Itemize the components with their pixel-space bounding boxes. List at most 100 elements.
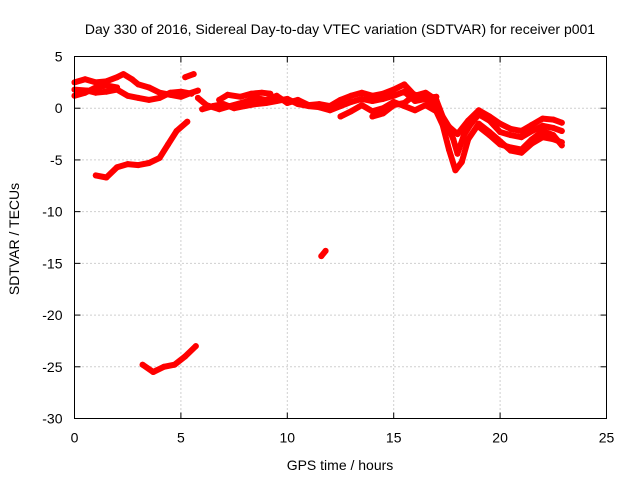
data-point xyxy=(129,76,135,83)
data-point xyxy=(124,161,131,168)
data-point xyxy=(135,162,142,169)
data-point xyxy=(467,121,474,128)
data-point xyxy=(160,363,167,370)
data-point xyxy=(156,154,163,161)
data-point xyxy=(216,96,223,103)
data-point xyxy=(497,141,504,148)
data-point xyxy=(422,89,429,96)
data-point xyxy=(550,132,557,139)
data-point xyxy=(412,107,418,114)
data-point xyxy=(224,91,231,98)
data-point xyxy=(273,98,280,104)
data-point xyxy=(358,102,365,109)
data-point xyxy=(369,92,376,99)
data-point xyxy=(231,105,238,112)
data-point xyxy=(267,90,274,97)
data-point xyxy=(550,124,557,131)
data-point xyxy=(433,93,440,100)
y-tick-label: 0 xyxy=(55,100,63,116)
data-point xyxy=(248,90,255,97)
data-point xyxy=(518,146,525,153)
data-series-5 xyxy=(92,118,191,181)
y-tick-label: -30 xyxy=(42,411,62,427)
axis-ticks: 0 5 10 15 20 25 5 0 -5 -10 -15 -20 -25 -30 xyxy=(42,49,614,446)
data-point xyxy=(497,120,504,127)
data-point xyxy=(263,100,269,106)
data-point xyxy=(177,88,184,95)
data-point xyxy=(558,119,565,126)
data-point xyxy=(401,81,408,88)
data-point xyxy=(92,172,99,179)
data-point xyxy=(156,94,163,101)
data-point xyxy=(120,71,127,78)
data-point xyxy=(518,128,525,134)
data-point xyxy=(401,88,408,95)
data-point xyxy=(460,132,467,139)
data-point xyxy=(82,89,89,96)
data-point xyxy=(465,136,472,143)
data-point xyxy=(380,110,387,117)
data-series xyxy=(71,71,565,375)
data-point xyxy=(322,247,329,254)
x-tick-label: 25 xyxy=(599,430,615,446)
y-tick-label: -20 xyxy=(42,307,62,323)
data-point xyxy=(539,122,546,129)
data-point xyxy=(450,136,457,143)
data-point xyxy=(135,94,142,101)
data-point xyxy=(114,164,121,171)
data-point xyxy=(192,343,199,350)
data-point xyxy=(486,117,493,124)
data-point xyxy=(326,107,333,114)
data-point xyxy=(529,136,535,143)
data-point xyxy=(454,150,461,157)
data-point xyxy=(146,84,152,91)
data-point xyxy=(220,101,227,108)
x-tick-label: 5 xyxy=(177,430,185,446)
data-point xyxy=(380,90,387,97)
data-point xyxy=(358,95,365,102)
data-point xyxy=(486,132,493,139)
data-point xyxy=(539,115,546,122)
data-point xyxy=(171,361,178,368)
data-point xyxy=(348,99,355,105)
data-point xyxy=(369,108,376,115)
data-point xyxy=(390,102,397,109)
x-tick-label: 20 xyxy=(492,430,508,446)
data-point xyxy=(550,116,557,123)
data-point xyxy=(114,74,121,81)
data-point xyxy=(190,71,197,78)
data-point xyxy=(188,90,195,97)
data-point xyxy=(390,92,397,99)
data-point xyxy=(146,96,152,103)
data-point xyxy=(529,121,535,128)
x-tick-label: 15 xyxy=(386,430,402,446)
data-point xyxy=(539,128,546,134)
data-point xyxy=(507,144,514,151)
data-point xyxy=(529,128,535,134)
data-point xyxy=(446,146,452,153)
data-point xyxy=(252,101,259,108)
data-point xyxy=(273,92,280,99)
y-tick-label: -25 xyxy=(42,359,62,375)
data-point xyxy=(305,103,312,110)
data-point xyxy=(475,107,482,114)
data-point xyxy=(475,111,482,118)
data-point xyxy=(439,121,446,128)
data-point xyxy=(294,101,301,108)
data-point xyxy=(146,160,152,166)
data-point xyxy=(135,81,142,88)
data-point xyxy=(318,253,325,260)
data-point xyxy=(177,93,184,100)
data-point xyxy=(558,128,565,134)
data-point xyxy=(124,92,131,99)
data-point xyxy=(103,174,110,181)
data-point xyxy=(422,102,429,109)
plot-frame xyxy=(74,56,607,419)
data-point xyxy=(452,167,459,174)
data-point xyxy=(433,108,440,115)
data-point xyxy=(165,141,172,148)
data-point xyxy=(241,103,248,110)
y-tick-label: -15 xyxy=(42,255,62,271)
